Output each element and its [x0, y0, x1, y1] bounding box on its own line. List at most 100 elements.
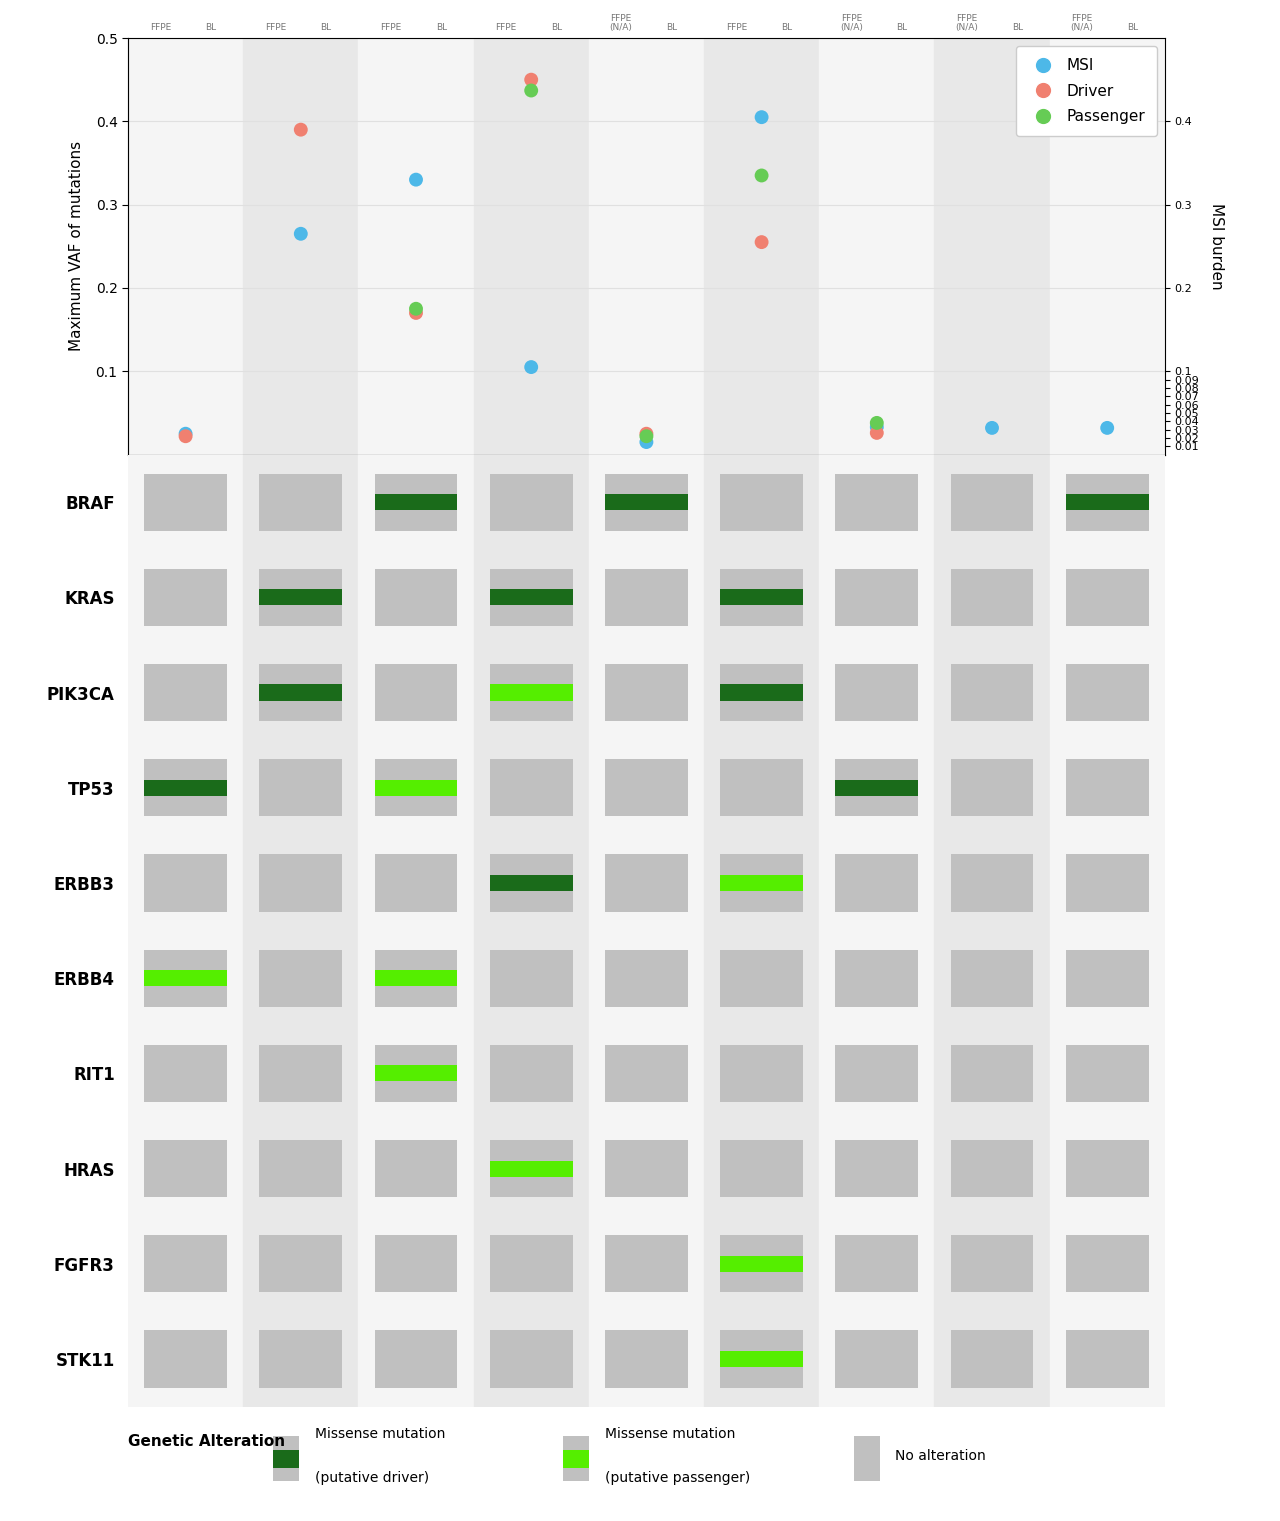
Bar	[605, 1045, 687, 1101]
Bar	[721, 1256, 803, 1272]
Point	[291, 117, 311, 141]
Bar	[145, 949, 227, 1007]
Bar	[951, 759, 1033, 817]
Bar	[490, 949, 572, 1007]
Text: BL: BL	[1126, 23, 1138, 32]
Bar	[721, 665, 803, 721]
Bar	[1066, 1045, 1148, 1101]
Bar	[721, 589, 803, 605]
Bar	[145, 665, 227, 721]
Bar	[951, 1141, 1033, 1197]
Bar	[934, 455, 1050, 1407]
Bar	[375, 1065, 457, 1081]
Bar	[605, 759, 687, 817]
Bar	[836, 1045, 918, 1101]
Bar	[260, 1235, 342, 1293]
Bar	[375, 494, 457, 510]
FancyBboxPatch shape	[854, 1436, 879, 1481]
Bar	[951, 1045, 1033, 1101]
Bar	[243, 38, 358, 455]
Bar	[260, 684, 342, 701]
Bar	[260, 569, 342, 627]
Bar	[704, 455, 819, 1407]
Bar	[605, 949, 687, 1007]
Bar	[836, 569, 918, 627]
Bar	[375, 759, 457, 817]
Bar	[836, 855, 918, 911]
Bar	[951, 1235, 1033, 1293]
FancyBboxPatch shape	[563, 1450, 589, 1468]
Bar	[819, 455, 934, 1407]
Bar	[260, 1141, 342, 1197]
Y-axis label: Maximum VAF of mutations: Maximum VAF of mutations	[69, 141, 84, 351]
Bar	[243, 455, 358, 1407]
Bar	[934, 38, 1050, 455]
Bar	[490, 473, 572, 531]
Bar	[605, 494, 687, 510]
Point	[291, 222, 311, 246]
Bar	[145, 780, 227, 795]
Text: FFPE
(N/A): FFPE (N/A)	[609, 15, 632, 32]
Bar	[836, 1331, 918, 1387]
Point	[751, 230, 772, 254]
Bar	[721, 875, 803, 891]
Text: Missense mutation: Missense mutation	[605, 1427, 735, 1442]
Bar	[260, 1045, 342, 1101]
Bar	[605, 855, 687, 911]
Bar	[128, 455, 243, 1407]
Bar	[490, 875, 572, 891]
Bar	[836, 1141, 918, 1197]
Text: FFPE: FFPE	[265, 23, 287, 32]
Bar	[605, 1235, 687, 1293]
Text: No alteration: No alteration	[895, 1450, 986, 1463]
Bar	[951, 665, 1033, 721]
FancyBboxPatch shape	[273, 1436, 300, 1481]
Point	[636, 424, 657, 449]
Bar	[243, 455, 358, 1407]
Bar	[145, 1045, 227, 1101]
Text: Genetic Alteration: Genetic Alteration	[128, 1434, 285, 1450]
Bar	[474, 455, 589, 1407]
Text: FFPE: FFPE	[726, 23, 748, 32]
Bar	[1066, 759, 1148, 817]
Bar	[951, 569, 1033, 627]
Bar	[358, 38, 474, 455]
Bar	[260, 855, 342, 911]
Text: FFPE: FFPE	[495, 23, 517, 32]
Text: FFPE
(N/A): FFPE (N/A)	[1070, 15, 1093, 32]
Text: BL: BL	[320, 23, 332, 32]
Bar	[490, 1331, 572, 1387]
Text: BL: BL	[1011, 23, 1023, 32]
Bar	[721, 1331, 803, 1387]
Text: FFPE
(N/A): FFPE (N/A)	[955, 15, 978, 32]
Point	[175, 421, 196, 446]
Bar	[836, 780, 918, 795]
Bar	[836, 473, 918, 531]
Bar	[375, 1141, 457, 1197]
Bar	[589, 38, 704, 455]
Point	[751, 163, 772, 187]
Bar	[145, 759, 227, 817]
Text: BL: BL	[896, 23, 908, 32]
Bar	[721, 1045, 803, 1101]
Bar	[721, 855, 803, 911]
Bar	[605, 569, 687, 627]
Point	[521, 354, 541, 379]
Bar	[1066, 494, 1148, 510]
Bar	[375, 780, 457, 795]
Bar	[819, 38, 934, 455]
Bar	[605, 1331, 687, 1387]
Point	[636, 421, 657, 446]
Point	[867, 411, 887, 435]
Point	[406, 301, 426, 325]
Bar	[1066, 855, 1148, 911]
Bar	[490, 1045, 572, 1101]
Bar	[145, 855, 227, 911]
Bar	[145, 1331, 227, 1387]
Bar	[836, 759, 918, 817]
Bar	[721, 949, 803, 1007]
Bar	[375, 569, 457, 627]
Text: FFPE: FFPE	[150, 23, 172, 32]
Bar	[704, 38, 819, 455]
Bar	[490, 855, 572, 911]
